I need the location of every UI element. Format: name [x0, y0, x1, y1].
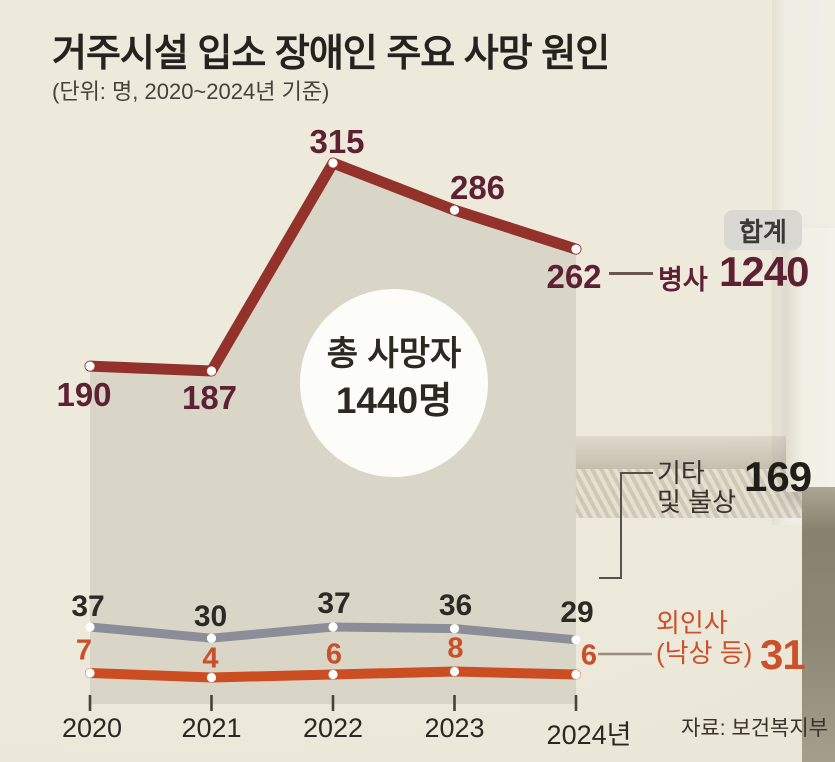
legend-oeinsa-line1: 외인사: [656, 608, 728, 638]
data-label-series1-2021: 30: [193, 600, 228, 634]
byeongsa-connector-line: [609, 272, 653, 275]
total-annotation-circle: [300, 289, 488, 477]
data-point-marker: [328, 622, 338, 632]
legend-gita-total: 169: [744, 453, 812, 500]
data-label-series1-2023: 36: [438, 588, 473, 622]
total-deaths-value: 1440명: [335, 379, 453, 421]
chart-subtitle: (단위: 명, 2020~2024년 기준): [52, 79, 330, 104]
data-label-series0-2023: 286: [449, 169, 506, 207]
data-point-marker: [206, 672, 217, 683]
data-point-marker: [571, 669, 581, 680]
legend-oeinsa-total: 31: [760, 631, 806, 678]
total-deaths-annotation: 총 사망자 1440명: [327, 332, 462, 424]
data-label-series2-2020: 7: [75, 634, 93, 667]
data-label-series1-2020: 37: [71, 590, 105, 623]
data-point-marker: [206, 366, 217, 376]
legend-byeongsa-label: 병사: [658, 265, 708, 295]
data-label-series2-2021: 4: [202, 642, 219, 674]
data-label-series2-2022: 6: [325, 638, 343, 670]
x-axis-label-0: 2020: [61, 713, 123, 743]
legend-gita-label: 기타 및 불상: [657, 458, 736, 518]
data-label-series1-2024년: 29: [560, 595, 594, 629]
data-point-marker: [328, 158, 338, 168]
data-point-marker: [571, 244, 581, 254]
data-label-series2-2023: 8: [447, 632, 464, 664]
data-label-series2-2024년: 6: [580, 639, 598, 671]
chart-title: 거주시설 입소 장애인 주요 사망 원인: [52, 33, 610, 75]
data-label-series0-2022: 315: [309, 123, 365, 160]
total-deaths-label: 총 사망자: [326, 334, 462, 373]
data-point-marker: [449, 624, 460, 634]
data-point-marker: [571, 635, 581, 645]
legend-gita-line1: 기타: [657, 458, 705, 488]
data-label-series0-2020: 190: [56, 376, 112, 414]
data-point-marker: [85, 361, 95, 371]
data-label-series0-2021: 187: [181, 379, 238, 416]
x-axis-label-1: 2021: [181, 713, 242, 743]
data-point-marker: [85, 668, 95, 678]
legend-gita-line2: 및 불상: [657, 487, 736, 518]
x-axis-label-2: 2022: [302, 713, 364, 743]
data-label-series1-2022: 37: [317, 587, 351, 620]
data-point-marker: [206, 633, 217, 643]
data-point-marker: [85, 622, 95, 632]
legend-oeinsa-label: 외인사 (낙상 등): [656, 608, 753, 669]
x-axis-label-3: 2023: [424, 713, 485, 743]
legend-oeinsa-line2: (낙상 등): [656, 637, 753, 668]
photo-wall-pillar: [786, 228, 835, 492]
data-point-marker: [449, 205, 460, 215]
source-credit: 자료: 보건복지부: [681, 717, 828, 740]
gita-bracket: [599, 472, 653, 579]
data-label-series0-2024년: 262: [546, 258, 602, 296]
data-point-marker: [449, 666, 460, 677]
x-axis-label-4: 2024년: [546, 720, 632, 750]
data-point-marker: [328, 669, 338, 680]
totals-header-badge: 합계: [724, 210, 802, 250]
photo-dark-object: [802, 487, 835, 762]
legend-byeongsa-total: 1240: [719, 248, 809, 295]
